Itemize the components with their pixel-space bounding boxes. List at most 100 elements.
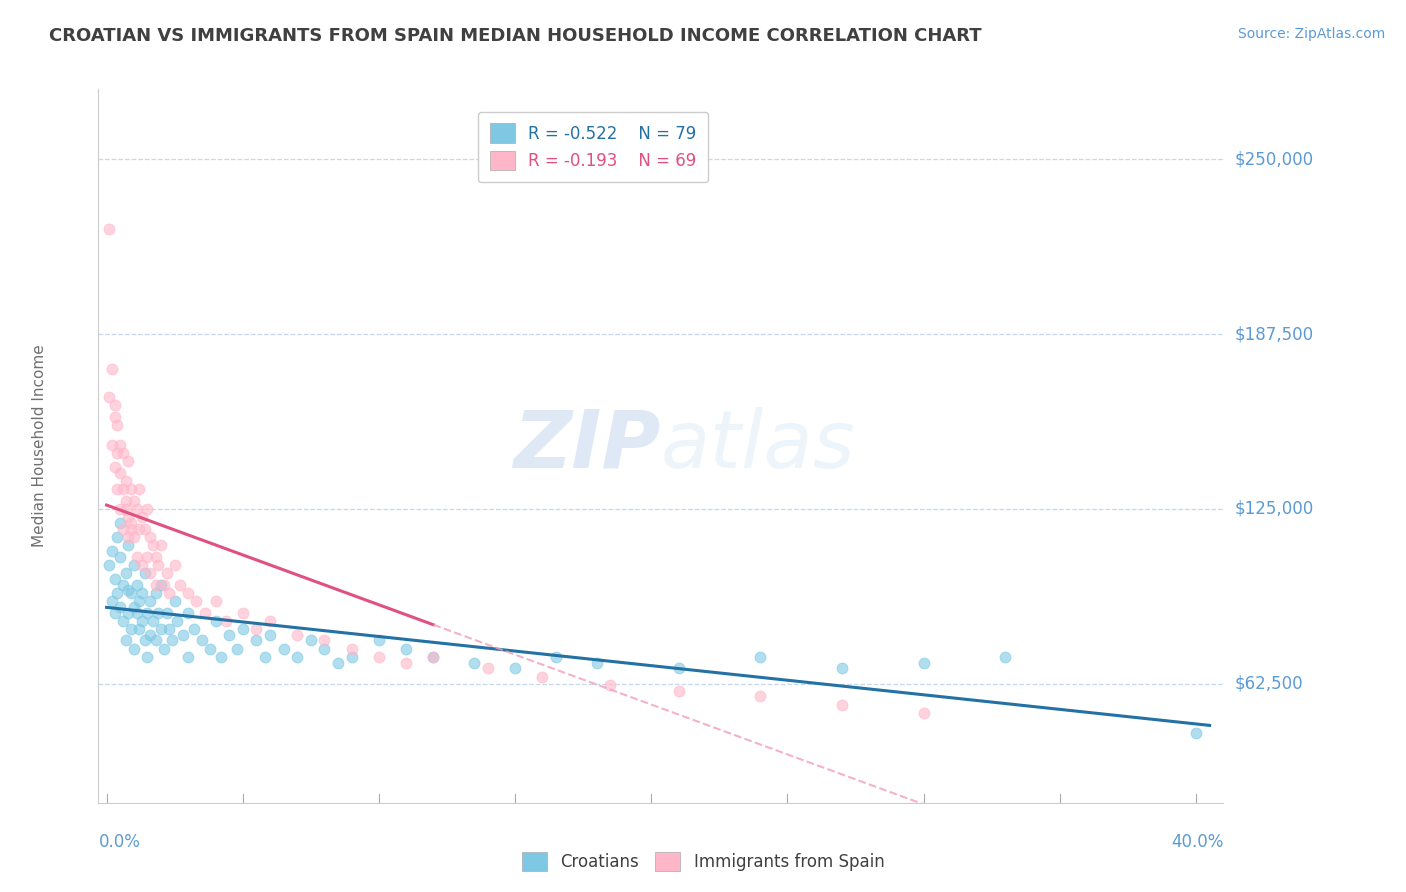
Point — [204, 614, 226, 628]
Point — [117, 510, 139, 524]
Point — [104, 409, 127, 424]
Point — [98, 390, 121, 404]
Point — [134, 566, 156, 581]
Point — [148, 606, 170, 620]
Point — [285, 650, 308, 665]
Point — [150, 577, 173, 591]
Point — [107, 417, 129, 432]
Point — [108, 466, 131, 480]
Point — [668, 661, 690, 675]
Point — [122, 599, 145, 614]
Point — [163, 558, 186, 572]
Point — [107, 483, 129, 497]
Point — [125, 502, 148, 516]
Point — [160, 633, 183, 648]
Point — [117, 606, 139, 620]
Point — [273, 641, 295, 656]
Point — [531, 670, 554, 684]
Point — [232, 622, 254, 636]
Point — [108, 502, 131, 516]
Text: Median Household Income: Median Household Income — [32, 344, 48, 548]
Point — [131, 510, 153, 524]
Point — [157, 586, 180, 600]
Point — [340, 650, 363, 665]
Point — [163, 594, 186, 608]
Point — [131, 614, 153, 628]
Point — [186, 594, 208, 608]
Point — [183, 622, 205, 636]
Point — [107, 530, 129, 544]
Point — [122, 558, 145, 572]
Point — [117, 583, 139, 598]
Point — [155, 566, 177, 581]
Point — [128, 622, 150, 636]
Point — [145, 549, 167, 564]
Point — [1185, 726, 1208, 740]
Point — [111, 446, 134, 460]
Text: 0.0%: 0.0% — [98, 833, 141, 851]
Point — [285, 628, 308, 642]
Point — [463, 656, 485, 670]
Point — [245, 622, 267, 636]
Point — [422, 650, 444, 665]
Point — [131, 586, 153, 600]
Point — [314, 641, 336, 656]
Point — [117, 530, 139, 544]
Point — [145, 577, 167, 591]
Point — [198, 641, 221, 656]
Point — [136, 650, 159, 665]
Point — [101, 437, 124, 451]
Point — [122, 493, 145, 508]
Point — [114, 493, 136, 508]
Point — [120, 622, 142, 636]
Point — [172, 628, 194, 642]
Point — [259, 614, 281, 628]
Point — [114, 566, 136, 581]
Point — [145, 586, 167, 600]
Point — [166, 614, 188, 628]
Point — [218, 628, 240, 642]
Point — [120, 586, 142, 600]
Point — [120, 483, 142, 497]
Point — [314, 633, 336, 648]
Point — [111, 614, 134, 628]
Point — [422, 650, 444, 665]
Point — [104, 606, 127, 620]
Point — [749, 650, 772, 665]
Point — [120, 516, 142, 530]
Point — [152, 641, 174, 656]
Point — [368, 633, 391, 648]
Text: CROATIAN VS IMMIGRANTS FROM SPAIN MEDIAN HOUSEHOLD INCOME CORRELATION CHART: CROATIAN VS IMMIGRANTS FROM SPAIN MEDIAN… — [49, 27, 981, 45]
Point — [101, 544, 124, 558]
Point — [152, 577, 174, 591]
Point — [395, 656, 418, 670]
Text: atlas: atlas — [661, 407, 856, 485]
Point — [155, 606, 177, 620]
Point — [111, 483, 134, 497]
Point — [395, 641, 418, 656]
Point — [340, 641, 363, 656]
Point — [150, 538, 173, 552]
Point — [177, 606, 200, 620]
Point — [139, 530, 162, 544]
Point — [131, 558, 153, 572]
Point — [134, 522, 156, 536]
Point — [98, 558, 121, 572]
Point — [108, 437, 131, 451]
Point — [125, 606, 148, 620]
Point — [111, 577, 134, 591]
Point — [104, 572, 127, 586]
Point — [177, 650, 200, 665]
Text: $187,500: $187,500 — [1234, 325, 1313, 343]
Point — [101, 362, 124, 376]
Point — [749, 690, 772, 704]
Point — [209, 650, 232, 665]
Text: $250,000: $250,000 — [1234, 150, 1313, 169]
Point — [912, 656, 935, 670]
Point — [668, 684, 690, 698]
Point — [157, 622, 180, 636]
Point — [108, 599, 131, 614]
Legend: R = -0.522    N = 79, R = -0.193    N = 69: R = -0.522 N = 79, R = -0.193 N = 69 — [478, 112, 707, 182]
Point — [128, 522, 150, 536]
Point — [139, 628, 162, 642]
